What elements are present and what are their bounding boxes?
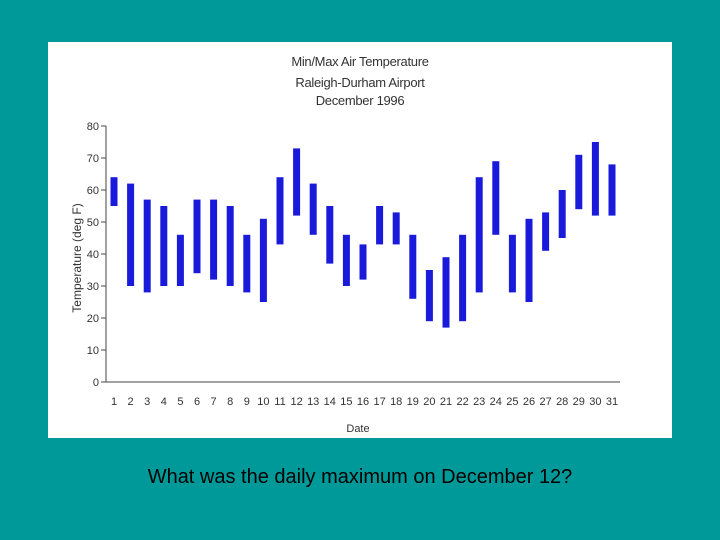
x-tick-label: 7	[211, 396, 217, 408]
temperature-range-bar	[293, 148, 301, 216]
x-tick-label: 9	[244, 396, 250, 408]
x-tick-label: 1	[111, 396, 117, 408]
temperature-range-bar	[110, 177, 118, 206]
y-tick-label: 50	[87, 217, 99, 229]
chart-title-line-3: December 1996	[315, 93, 405, 108]
y-axis-label: Temperature (deg F)	[70, 203, 84, 312]
temperature-range-bar	[160, 206, 168, 286]
temperature-range-bar	[575, 154, 583, 210]
x-tick-label: 14	[324, 396, 336, 408]
temperature-range-bar	[193, 199, 201, 274]
temperature-range-bar	[376, 206, 384, 245]
x-tick-label: 19	[407, 396, 419, 408]
temperature-range-bar	[492, 161, 500, 235]
x-tick-label: 3	[144, 396, 150, 408]
x-tick-label: 2	[128, 396, 134, 408]
temperature-range-bar	[425, 270, 433, 322]
temperature-range-bar	[127, 183, 135, 286]
y-tick-label: 30	[87, 281, 99, 293]
temperature-range-bar	[176, 234, 184, 286]
temperature-range-bar	[392, 212, 400, 245]
x-tick-label: 21	[440, 396, 452, 408]
temperature-range-bar	[508, 234, 516, 293]
temperature-range-bar	[226, 206, 234, 286]
temperature-range-bar	[210, 199, 218, 280]
temperature-range-bar	[608, 164, 616, 216]
y-tick-label: 0	[93, 377, 99, 389]
x-tick-label: 11	[274, 396, 285, 408]
temperature-range-bar	[558, 190, 566, 238]
x-tick-label: 10	[257, 396, 269, 408]
x-tick-label: 13	[307, 396, 319, 408]
x-tick-label: 24	[490, 396, 502, 408]
x-tick-label: 12	[290, 396, 302, 408]
y-tick-label: 10	[87, 345, 99, 357]
chart-title-line-1: Min/Max Air Temperature	[291, 54, 429, 69]
temperature-range-bar	[342, 234, 350, 286]
x-tick-label: 22	[456, 396, 468, 408]
x-tick-label: 17	[373, 396, 385, 408]
temperature-range-bar	[359, 244, 367, 280]
y-tick-label: 80	[87, 121, 99, 133]
temperature-range-bar	[276, 177, 284, 245]
temperature-range-bar	[309, 183, 317, 235]
x-tick-label: 5	[177, 396, 183, 408]
temperature-range-bar	[326, 206, 334, 264]
x-tick-label: 28	[556, 396, 568, 408]
x-tick-label: 29	[573, 396, 585, 408]
temperature-range-bar	[442, 257, 450, 328]
x-tick-label: 23	[473, 396, 485, 408]
x-tick-label: 15	[340, 396, 352, 408]
y-tick-label: 60	[87, 185, 99, 197]
temperature-range-bar	[475, 177, 483, 293]
y-tick-label: 40	[87, 249, 99, 261]
y-tick-label: 70	[87, 153, 99, 165]
x-tick-label: 26	[523, 396, 535, 408]
temperature-range-bar	[259, 218, 267, 302]
x-axis-label: Date	[346, 423, 369, 435]
y-tick-label: 20	[87, 313, 99, 325]
x-tick-label: 31	[606, 396, 618, 408]
x-tick-label: 25	[506, 396, 518, 408]
temperature-range-bar	[243, 234, 251, 293]
temperature-range-bar	[591, 142, 599, 216]
x-tick-label: 6	[194, 396, 200, 408]
chart-panel: Min/Max Air Temperature Raleigh-Durham A…	[48, 42, 672, 438]
temperature-range-bar	[143, 199, 151, 293]
x-tick-label: 8	[227, 396, 233, 408]
temperature-range-bar	[409, 234, 417, 299]
chart-title-line-2: Raleigh-Durham Airport	[295, 75, 425, 90]
x-tick-label: 18	[390, 396, 402, 408]
x-tick-label: 16	[357, 396, 369, 408]
temperature-range-bar	[459, 234, 467, 322]
question-text: What was the daily maximum on December 1…	[147, 466, 573, 488]
x-tick-label: 27	[539, 396, 551, 408]
temperature-range-bar	[542, 212, 550, 251]
x-tick-label: 20	[423, 396, 435, 408]
temperature-range-bar	[525, 218, 533, 302]
x-tick-label: 4	[161, 396, 167, 408]
x-tick-label: 30	[589, 396, 601, 408]
